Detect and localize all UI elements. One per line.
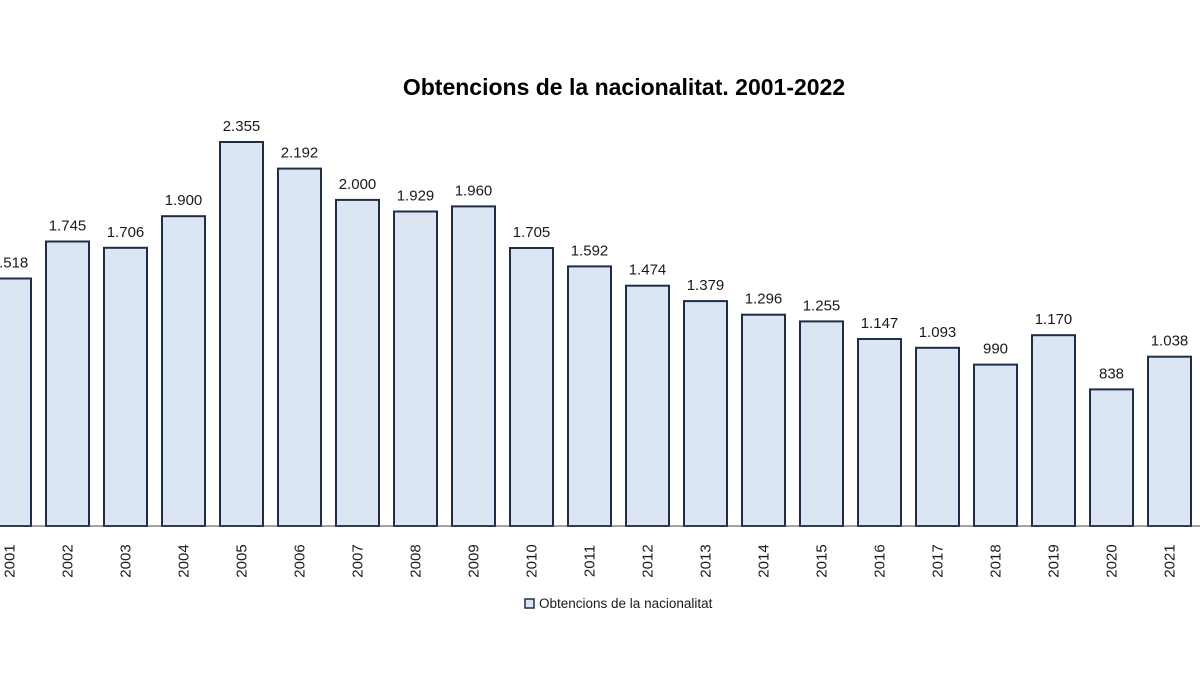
bar-2010 [509, 247, 554, 527]
value-label-2019: 1.170 [1035, 311, 1073, 328]
bar-2012 [625, 284, 670, 528]
bar-2004 [161, 215, 206, 527]
x-tick-label-2003: 2003 [118, 544, 135, 577]
bars-group [0, 141, 1192, 528]
x-tick-label-2002: 2002 [60, 544, 77, 577]
x-tick-label-2020: 2020 [1104, 544, 1121, 577]
bar-2011 [567, 265, 612, 527]
x-tick-label-2019: 2019 [1046, 544, 1063, 577]
x-tick-label-2005: 2005 [234, 544, 251, 577]
value-labels-group: 1.518 1.745 1.706 1.900 2.355 2.192 2.000 1.929… [0, 118, 1188, 382]
x-tick-label-2009: 2009 [466, 544, 483, 577]
bar-2021 [1147, 355, 1192, 528]
value-label-2020: 838 [1099, 365, 1124, 382]
value-label-2013: 1.379 [687, 277, 725, 294]
bar-2017 [915, 346, 960, 527]
bar-2016 [857, 338, 902, 527]
x-tick-label-2007: 2007 [350, 544, 367, 577]
bar-2018 [973, 363, 1018, 527]
value-label-2012: 1.474 [629, 262, 667, 279]
value-label-2016: 1.147 [861, 315, 899, 332]
bar-2006 [277, 167, 322, 527]
legend-swatch [524, 598, 535, 609]
value-label-2004: 1.900 [165, 192, 203, 209]
x-tick-label-2015: 2015 [814, 544, 831, 577]
x-tick-label-2004: 2004 [176, 544, 193, 577]
x-tick-label-2021: 2021 [1162, 544, 1179, 577]
x-tick-label-2014: 2014 [756, 544, 773, 577]
legend-label: Obtencions de la nacionalitat [539, 596, 713, 611]
x-tick-label-2017: 2017 [930, 544, 947, 577]
chart-title: Obtencions de la nacionalitat. 2001-2022 [403, 74, 845, 100]
value-label-2003: 1.706 [107, 224, 145, 241]
value-label-2006: 2.192 [281, 145, 319, 162]
bar-2005 [219, 141, 264, 527]
bar-2008 [393, 210, 438, 527]
x-tick-label-2018: 2018 [988, 544, 1005, 577]
value-label-2011: 1.592 [571, 242, 609, 259]
x-tick-label-2012: 2012 [640, 544, 657, 577]
value-label-2015: 1.255 [803, 297, 841, 314]
value-label-2005: 2.355 [223, 118, 261, 135]
x-tick-label-2013: 2013 [698, 544, 715, 577]
x-tick-label-2016: 2016 [872, 544, 889, 577]
bar-2002 [45, 240, 90, 527]
value-label-2008: 1.929 [397, 188, 435, 205]
bar-2014 [741, 313, 786, 528]
x-tick-label-2008: 2008 [408, 544, 425, 577]
value-label-2001: 1.518 [0, 255, 28, 272]
bar-2009 [451, 205, 496, 527]
bar-2007 [335, 198, 380, 527]
x-tick-label-2006: 2006 [292, 544, 309, 577]
value-label-2014: 1.296 [745, 291, 783, 308]
bar-2013 [683, 300, 728, 527]
bar-2015 [799, 320, 844, 527]
x-tick-label-2001: 2001 [2, 544, 19, 577]
value-label-2007: 2.000 [339, 176, 377, 193]
value-label-2009: 1.960 [455, 182, 493, 199]
bar-2019 [1031, 334, 1076, 528]
x-tick-label-2010: 2010 [524, 544, 541, 577]
legend: Obtencions de la nacionalitat [524, 596, 713, 611]
value-label-2010: 1.705 [513, 224, 551, 241]
value-label-2018: 990 [983, 341, 1008, 358]
value-label-2021: 1.038 [1151, 333, 1189, 350]
value-label-2002: 1.745 [49, 218, 87, 235]
bar-2001 [0, 277, 32, 527]
bar-2020 [1089, 388, 1134, 527]
value-label-2017: 1.093 [919, 324, 957, 341]
x-tick-label-2011: 2011 [582, 545, 599, 577]
bar-2003 [103, 246, 148, 528]
tick-labels-group: 2001 2002 2003 2004 2005 2006 2007 2008 2009 2010… [2, 544, 1179, 577]
